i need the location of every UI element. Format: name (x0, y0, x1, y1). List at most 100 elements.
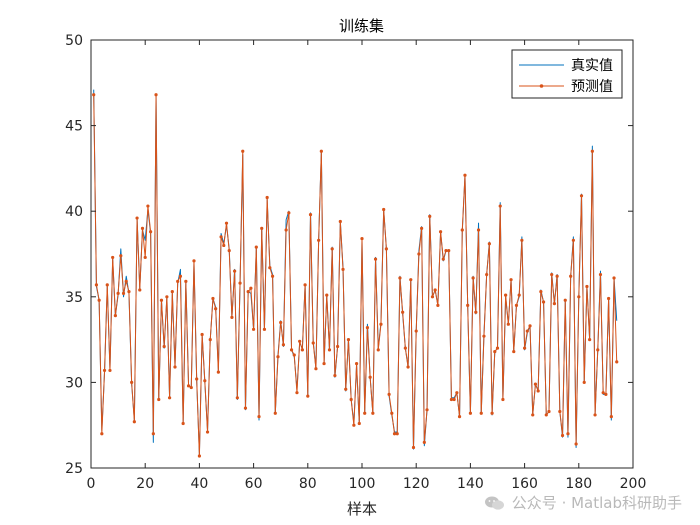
data-point (246, 290, 250, 294)
data-point (113, 314, 117, 318)
data-point (588, 338, 592, 342)
x-tick-label: 100 (349, 476, 376, 492)
data-point (560, 433, 565, 438)
data-point (327, 348, 332, 352)
data-point (433, 288, 437, 292)
data-point (506, 322, 510, 326)
data-point (466, 303, 470, 307)
data-point (414, 329, 418, 333)
data-point (609, 415, 613, 419)
data-point (292, 353, 296, 357)
data-point (468, 411, 472, 415)
data-point (143, 255, 147, 260)
x-tick-label: 60 (245, 476, 263, 492)
data-point (438, 230, 443, 234)
data-point (384, 247, 388, 251)
data-point (270, 274, 275, 278)
data-point (509, 278, 513, 282)
x-axis-label: 样本 (347, 500, 377, 518)
x-tick-label: 0 (87, 476, 96, 492)
data-point (457, 415, 462, 419)
x-tick-label: 180 (565, 476, 592, 492)
data-point (455, 391, 459, 395)
chart-title: 训练集 (339, 17, 384, 35)
data-point (135, 216, 139, 220)
y-tick-label: 40 (65, 204, 83, 220)
data-point (322, 361, 326, 366)
series-layer (92, 89, 619, 458)
data-point (563, 298, 567, 302)
data-point (170, 290, 174, 294)
data-point (566, 432, 570, 436)
data-point (94, 283, 99, 287)
data-point (230, 315, 234, 319)
data-point (303, 283, 307, 287)
data-point (184, 279, 188, 283)
data-point (287, 211, 291, 215)
data-point (149, 230, 153, 234)
data-point (111, 255, 115, 260)
data-point (349, 397, 353, 402)
data-point (311, 341, 315, 345)
data-point (517, 293, 521, 297)
data-point (371, 411, 375, 415)
data-point (482, 334, 486, 338)
data-point (192, 259, 196, 263)
data-point (417, 252, 421, 256)
data-point (173, 365, 177, 369)
x-tick-label: 80 (299, 476, 317, 492)
data-point (525, 329, 529, 333)
data-point (601, 391, 605, 395)
y-tick-label: 30 (65, 375, 83, 391)
wechat-icon (484, 496, 504, 510)
data-point (200, 332, 204, 337)
data-point (314, 367, 318, 371)
data-point (276, 355, 280, 359)
data-point (295, 391, 299, 395)
data-point (422, 440, 426, 444)
data-point (531, 413, 535, 417)
data-point (615, 360, 619, 364)
x-tick-label: 200 (620, 476, 647, 492)
data-point (265, 195, 269, 200)
data-point (571, 238, 575, 242)
data-point (241, 149, 245, 153)
data-point (319, 149, 323, 153)
data-point (512, 349, 516, 354)
data-point (268, 266, 272, 270)
data-point (558, 409, 562, 414)
data-point (222, 243, 226, 248)
data-point (195, 377, 199, 381)
data-point (436, 303, 440, 307)
data-point (582, 380, 586, 384)
data-point (452, 397, 456, 402)
data-point (447, 248, 451, 253)
data-point (593, 413, 597, 417)
data-point (119, 254, 123, 258)
data-point (151, 432, 155, 436)
data-point (252, 327, 256, 331)
data-point (97, 298, 101, 302)
data-point (498, 204, 502, 208)
data-point (430, 295, 435, 299)
data-point (547, 409, 551, 414)
data-point (533, 382, 538, 386)
data-point (403, 346, 407, 350)
legend-label-true: 真实值 (571, 58, 613, 74)
data-point (493, 349, 497, 354)
data-point (392, 432, 397, 436)
data-point (590, 149, 594, 153)
data-point (390, 411, 394, 415)
data-point (249, 286, 253, 290)
data-point (308, 213, 313, 217)
data-point (140, 226, 145, 230)
data-point (471, 276, 475, 280)
data-point (132, 420, 136, 424)
data-point (186, 384, 191, 388)
data-point (479, 411, 483, 415)
data-point (382, 207, 386, 212)
data-point (100, 432, 104, 436)
data-point (395, 432, 399, 436)
data-point (341, 267, 345, 272)
